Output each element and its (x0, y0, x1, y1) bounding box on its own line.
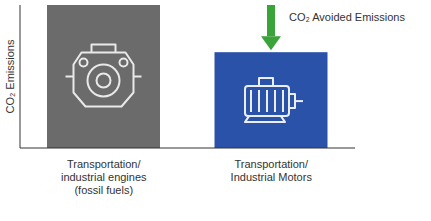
svg-text:CO₂ Avoided Emissions: CO₂ Avoided Emissions (289, 11, 405, 23)
svg-text:Transportation/Industrial Moto: Transportation/Industrial Motors (231, 158, 313, 183)
svg-text:Transportation/industrial engi: Transportation/industrial engines(fossil… (61, 158, 147, 196)
svg-text:CO₂ Emissions: CO₂ Emissions (8, 39, 16, 113)
